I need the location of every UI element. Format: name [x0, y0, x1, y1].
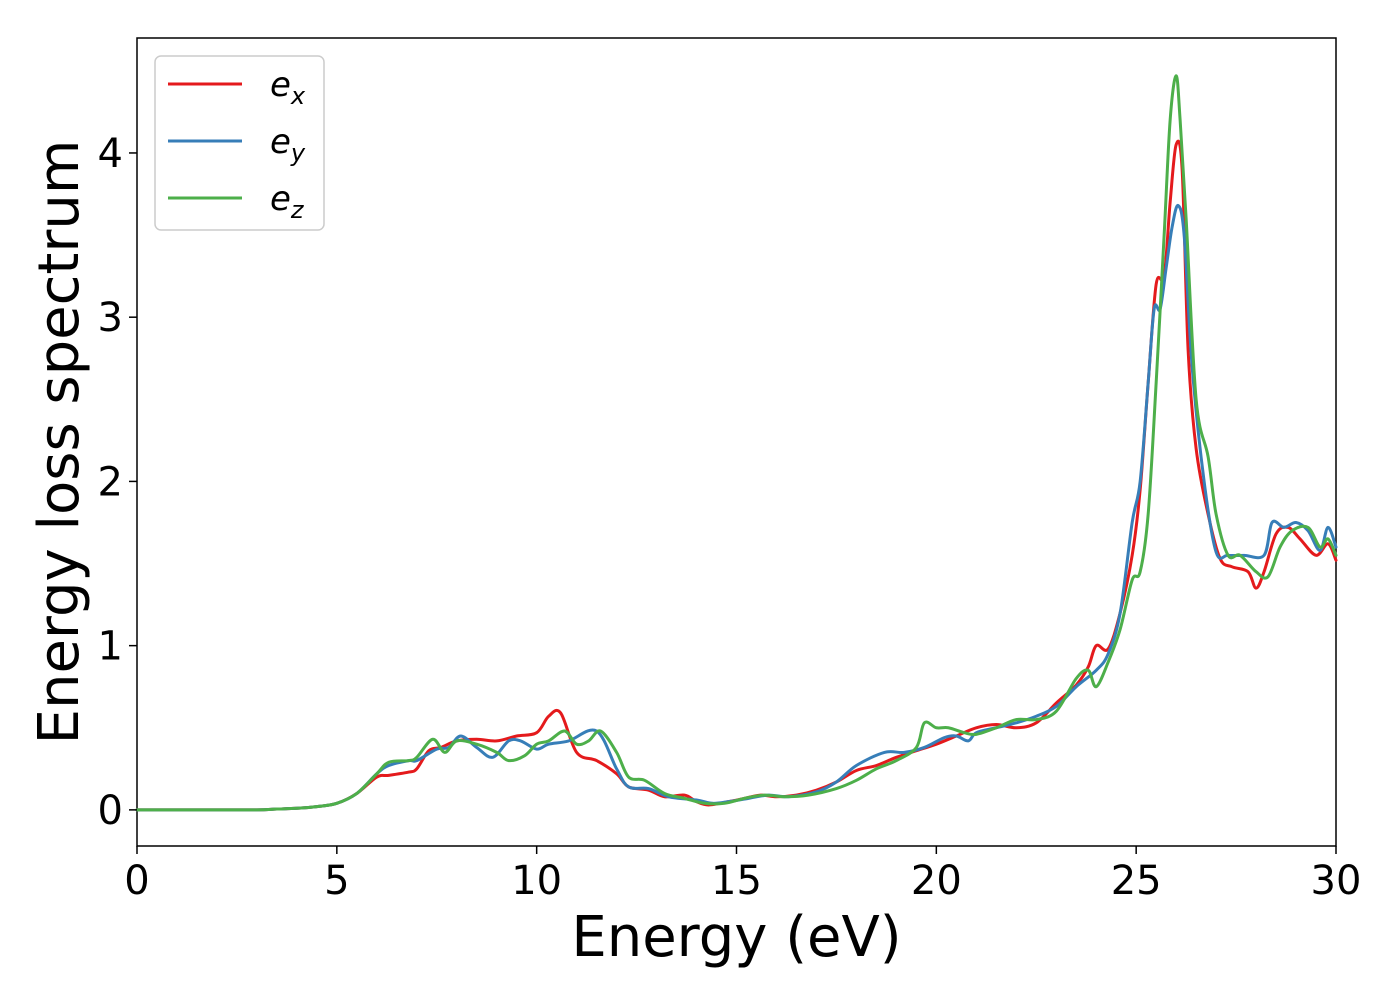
series-line-ey: [135, 204, 1338, 812]
legend-label-ez: ez: [270, 179, 305, 224]
plot-area: 0 5 10 15 20 25 30 0 1 2 3 4: [98, 37, 1361, 904]
y-axis-ticks: 0 1 2 3 4: [98, 131, 137, 834]
x-axis-title: Energy (eV): [571, 905, 901, 970]
legend-box: [154, 55, 325, 231]
y-tick-label: 3: [98, 295, 123, 341]
x-tick-label: 20: [911, 858, 962, 904]
x-tick-label: 30: [1311, 858, 1362, 904]
x-tick-label: 10: [511, 858, 562, 904]
y-axis-title: Energy loss spectrum: [27, 140, 92, 745]
y-tick-label: 2: [98, 459, 123, 505]
x-tick-label: 5: [324, 858, 349, 904]
y-tick-label: 4: [98, 131, 123, 177]
series-layer: [135, 74, 1338, 812]
legend-label-ey: ey: [270, 122, 306, 167]
legend-label-ex: ex: [270, 65, 306, 110]
y-tick-label: 1: [98, 624, 123, 670]
series-line-ex: [135, 139, 1338, 812]
x-tick-label: 0: [124, 858, 149, 904]
x-tick-label: 15: [711, 858, 762, 904]
legend: ex ey ez: [154, 55, 325, 231]
x-tick-label: 25: [1111, 858, 1162, 904]
series-line-ez: [135, 74, 1338, 812]
y-tick-label: 0: [98, 788, 123, 834]
x-axis-ticks: 0 5 10 15 20 25 30: [124, 846, 1361, 904]
